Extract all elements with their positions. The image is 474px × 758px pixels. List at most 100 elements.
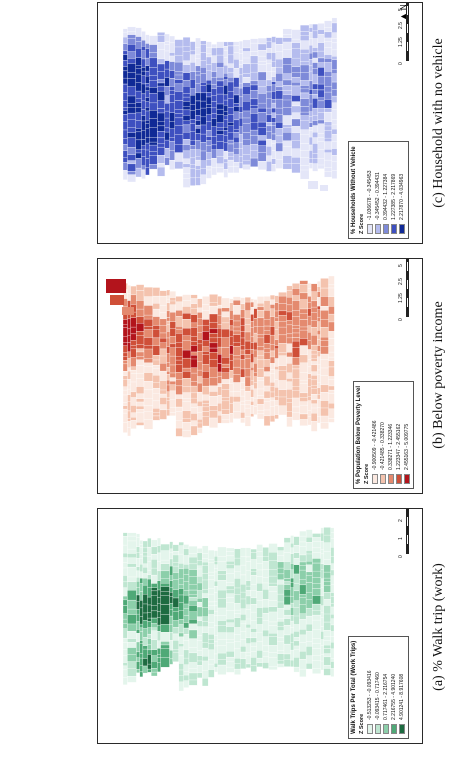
- tract: [328, 287, 335, 298]
- tract: [147, 570, 152, 575]
- tract: [266, 63, 272, 72]
- tract: [275, 44, 284, 52]
- tract: [240, 591, 247, 600]
- tract: [244, 354, 251, 359]
- tract: [122, 138, 128, 145]
- tract: [136, 621, 140, 630]
- tract: [262, 561, 269, 570]
- map-a: [122, 527, 335, 692]
- tract: [189, 79, 196, 89]
- tract: [330, 527, 335, 533]
- tract: [169, 90, 175, 95]
- tract: [190, 355, 198, 360]
- tract: [317, 281, 321, 287]
- tract: [299, 379, 308, 384]
- tract: [293, 645, 300, 650]
- tract: [152, 316, 161, 326]
- tract: [300, 143, 310, 151]
- tract: [299, 541, 307, 547]
- tract: [147, 638, 152, 646]
- tract: [312, 68, 319, 75]
- tract: [268, 636, 278, 646]
- tract: [174, 109, 184, 114]
- tract: [300, 24, 310, 32]
- tract: [266, 79, 272, 86]
- tract: [233, 129, 240, 133]
- tract: [274, 310, 279, 318]
- tract: [166, 362, 171, 368]
- tract: [317, 382, 321, 388]
- tract: [183, 680, 190, 688]
- tract: [244, 318, 251, 325]
- tract: [250, 98, 259, 106]
- tract: [127, 86, 136, 97]
- tract: [217, 561, 227, 571]
- tract: [308, 162, 313, 169]
- tract: [317, 369, 321, 375]
- tract: [174, 100, 184, 110]
- tract: [262, 636, 269, 647]
- tract: [286, 381, 293, 390]
- tract: [122, 386, 128, 391]
- tract: [269, 316, 275, 327]
- tract: [196, 590, 203, 599]
- tract: [269, 373, 275, 383]
- tract: [227, 81, 234, 92]
- tract: [141, 115, 146, 122]
- tract: [127, 38, 136, 45]
- tract: [257, 350, 265, 356]
- tract: [250, 389, 254, 398]
- legend-subtitle-a: Z Score: [359, 713, 365, 734]
- tract: [197, 325, 203, 333]
- tract: [269, 308, 275, 317]
- tract: [323, 640, 331, 646]
- tract: [157, 537, 161, 546]
- tract: [159, 404, 167, 411]
- tract: [277, 550, 285, 556]
- tract: [136, 651, 140, 658]
- tract: [286, 320, 293, 326]
- tract: [269, 397, 275, 402]
- tract: [182, 93, 191, 98]
- tract: [122, 107, 128, 111]
- tract: [197, 343, 203, 352]
- tract: [151, 649, 158, 656]
- tract: [269, 369, 275, 374]
- tract: [139, 665, 144, 673]
- tract: [292, 364, 300, 370]
- tract: [149, 57, 158, 68]
- tract: [226, 597, 235, 603]
- tract: [282, 90, 292, 95]
- tract: [157, 100, 166, 109]
- tract: [277, 573, 285, 580]
- tract: [157, 42, 166, 50]
- tract: [263, 366, 271, 372]
- tract: [172, 551, 179, 556]
- tract: [206, 107, 212, 115]
- tract: [312, 137, 319, 144]
- tract: [308, 31, 313, 39]
- tract: [266, 125, 272, 132]
- tract: [208, 643, 215, 651]
- tract: [323, 648, 331, 654]
- tract: [250, 401, 254, 406]
- tract: [320, 569, 324, 579]
- tract: [324, 125, 333, 131]
- tract: [257, 334, 265, 339]
- tract: [275, 128, 284, 137]
- tract: [202, 364, 210, 372]
- tract: [250, 657, 257, 666]
- tract: [291, 42, 301, 49]
- tract: [244, 340, 251, 350]
- tract: [130, 381, 137, 393]
- tract: [122, 66, 128, 72]
- tract: [157, 611, 161, 618]
- tract: [130, 417, 137, 421]
- tract: [290, 577, 294, 583]
- tract: [292, 283, 300, 289]
- tract: [227, 107, 234, 115]
- tract: [206, 41, 212, 48]
- tract: [232, 296, 241, 301]
- tract: [320, 359, 329, 369]
- tract: [300, 53, 310, 62]
